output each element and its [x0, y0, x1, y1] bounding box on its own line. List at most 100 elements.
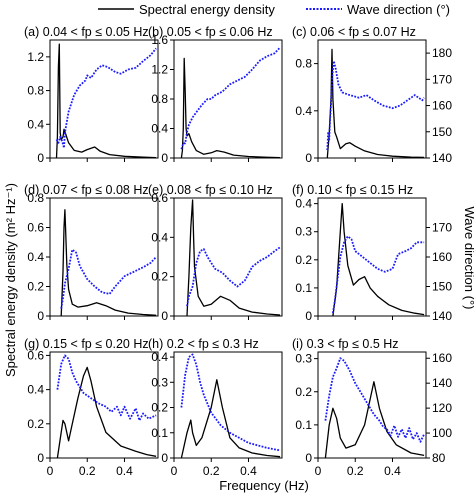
panel-4: (d) 0.07 < fp ≤ 0.08 Hz 0 0.2 0.4 0.6 0.8	[24, 183, 159, 323]
dir-tick-label: 160	[432, 250, 452, 264]
dir-tick-label: 140	[432, 151, 452, 165]
panel-9: (i) 0.3 < fp ≤ 0.5 Hz 0 0.1 0.2 0.3 80 100 120 1…	[292, 337, 452, 478]
x-tick-label: 0	[171, 464, 178, 478]
plot-frame	[317, 351, 427, 459]
panel-7: (g) 0.15 < fp ≤ 0.20 Hz 0 0.2 0.4 0.6 0 0.2 0.4	[24, 337, 159, 478]
plot-frame	[317, 39, 427, 159]
dir-tick-label: 160	[432, 99, 452, 113]
panel-title: (g) 0.15 < fp ≤ 0.20 Hz	[24, 337, 149, 351]
legend-spectral-label: Spectral energy density	[139, 2, 275, 17]
panel-8: (h) 0.2 < fp ≤ 0.3 Hz 0 0.1 0.2 0.3 0.4 0 0.2 0.…	[148, 337, 283, 478]
spectral-line	[326, 48, 425, 159]
spectral-line	[60, 209, 157, 317]
dir-tick-label: 160	[432, 351, 452, 365]
y-tick-label: 0	[37, 451, 44, 465]
panel-1: (a) 0.04 < fp ≤ 0.05 Hz 0 0.4 0.8 1.2	[24, 25, 159, 165]
dir-tick-label: 140	[432, 376, 452, 390]
legend: Spectral energy density Wave direction (…	[98, 2, 450, 17]
x-tick-label: 0.2	[347, 464, 364, 478]
plot-frame	[173, 197, 283, 317]
panel-title: (h) 0.2 < fp ≤ 0.3 Hz	[148, 337, 259, 351]
y-tick-label: 0.6	[151, 191, 168, 205]
y-tick-label: 0	[305, 451, 312, 465]
plot-frame	[173, 351, 283, 459]
y-tick-label: 0.8	[295, 57, 312, 71]
panel-title: (f) 0.10 < fp ≤ 0.15 Hz	[292, 183, 413, 197]
x-tick-label: 0.2	[203, 464, 220, 478]
dir-tick-label: 100	[432, 426, 452, 440]
panel-6: (f) 0.10 < fp ≤ 0.15 Hz 0 0.1 0.2 0.3 0.4 140 1…	[292, 183, 452, 323]
y-tick-label: 0.1	[295, 418, 312, 432]
spectral-line	[56, 366, 157, 459]
y-tick-label: 0.4	[27, 250, 44, 264]
direction-line	[60, 248, 157, 309]
y-tick-label: 0	[37, 309, 44, 323]
dir-tick-label: 80	[432, 451, 446, 465]
dir-tick-label: 140	[432, 309, 452, 323]
y-tick-label: 0	[161, 309, 168, 323]
x-tick-label: 0.2	[79, 464, 96, 478]
spectral-line	[324, 381, 425, 459]
x-tick-label: 0.4	[240, 464, 257, 478]
spectral-line	[332, 202, 425, 317]
plot-frame	[49, 39, 159, 159]
y-tick-label: 0.4	[151, 230, 168, 244]
panel-title: (c) 0.06 < fp ≤ 0.07 Hz	[292, 25, 416, 39]
y-tick-label: 0.6	[27, 221, 44, 235]
plot-frame	[317, 197, 427, 317]
y-tick-label: 0.8	[27, 84, 44, 98]
x-tick-label: 0	[315, 464, 322, 478]
direction-line	[324, 357, 425, 443]
x-axis-label: Frequency (Hz)	[219, 478, 309, 493]
direction-line	[56, 354, 157, 422]
direction-line	[55, 47, 157, 149]
x-tick-label: 0.4	[116, 464, 133, 478]
direction-line	[180, 353, 281, 452]
panel-title: (e) 0.08 < fp ≤ 0.10 Hz	[148, 183, 273, 197]
y-tick-label: 0.4	[295, 104, 312, 118]
dir-tick-label: 170	[432, 72, 452, 86]
y-tick-label: 0.3	[295, 225, 312, 239]
y-tick-label: 0	[305, 151, 312, 165]
y-tick-label: 0.2	[27, 280, 44, 294]
y-tick-label: 0	[161, 151, 168, 165]
spectral-line	[180, 379, 281, 459]
dir-tick-label: 120	[432, 401, 452, 415]
dir-tick-label: 150	[432, 280, 452, 294]
dir-tick-label: 150	[432, 125, 452, 139]
y-tick-label: 0.2	[151, 270, 168, 284]
direction-line	[186, 246, 281, 307]
spectral-line	[186, 199, 281, 317]
y-tick-label: 0.8	[27, 191, 44, 205]
panel-title: (a) 0.04 < fp ≤ 0.05 Hz	[24, 25, 149, 39]
y-tick-label: 0.4	[295, 197, 312, 211]
y-tick-label: 0.1	[151, 426, 168, 440]
y-tick-label: 0.3	[151, 375, 168, 389]
y-tick-label: 0.1	[295, 281, 312, 295]
x-tick-label: 0.4	[384, 464, 401, 478]
panel-title: (d) 0.07 < fp ≤ 0.08 Hz	[24, 183, 149, 197]
x-tick-label: 0	[47, 464, 54, 478]
y-tick-label: 0.2	[295, 253, 312, 267]
y-tick-label: 0.2	[151, 401, 168, 415]
y-tick-label: 0.2	[295, 385, 312, 399]
y-tick-label: 0.4	[151, 350, 168, 364]
direction-line	[326, 60, 425, 151]
direction-line	[180, 46, 281, 150]
spectral-line	[180, 57, 281, 159]
direction-line	[332, 235, 425, 314]
panel-title: (i) 0.3 < fp ≤ 0.5 Hz	[292, 337, 399, 351]
y-tick-label: 1.2	[27, 50, 44, 64]
y-axis-right-label: Wave direction (°)	[462, 207, 474, 310]
panel-2: (b) 0.05 < fp ≤ 0.06 Hz 0 0.4 0.8 1.2 1.6	[148, 25, 283, 165]
y-tick-label: 0.3	[295, 352, 312, 366]
y-tick-label: 0.4	[27, 117, 44, 131]
y-tick-label: 0.2	[27, 417, 44, 431]
y-tick-label: 1.2	[151, 63, 168, 77]
y-tick-label: 0.4	[27, 383, 44, 397]
y-tick-label: 0	[161, 451, 168, 465]
legend-direction-label: Wave direction (°)	[347, 2, 450, 17]
y-tick-label: 1.6	[151, 33, 168, 47]
